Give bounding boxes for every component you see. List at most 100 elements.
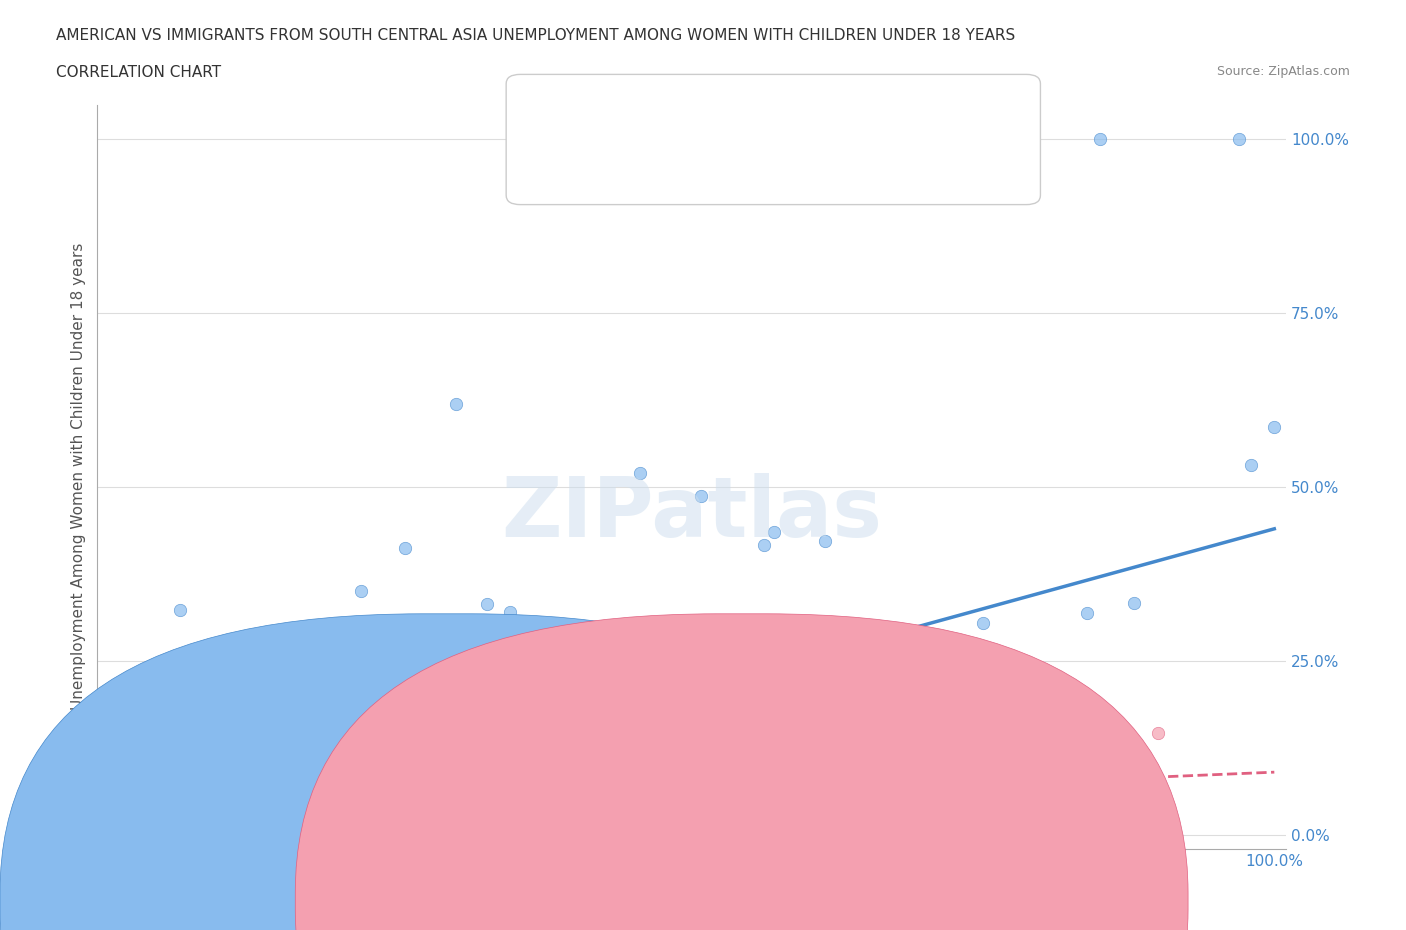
Point xyxy=(332,766,354,781)
Point xyxy=(709,686,731,701)
Point xyxy=(402,804,425,818)
Point xyxy=(621,634,644,649)
Point xyxy=(243,828,266,843)
Text: AMERICAN VS IMMIGRANTS FROM SOUTH CENTRAL ASIA UNEMPLOYMENT AMONG WOMEN WITH CHI: AMERICAN VS IMMIGRANTS FROM SOUTH CENTRA… xyxy=(56,28,1015,43)
Point xyxy=(540,768,562,783)
Point xyxy=(160,789,183,804)
Point xyxy=(427,720,450,735)
Point xyxy=(475,799,498,814)
Point xyxy=(283,828,305,843)
Point xyxy=(454,741,477,756)
Point xyxy=(349,823,371,838)
Text: ZIPatlas: ZIPatlas xyxy=(501,473,882,554)
Point xyxy=(865,648,887,663)
Point xyxy=(529,662,551,677)
Point xyxy=(152,828,174,843)
Point xyxy=(391,828,413,843)
Point xyxy=(350,583,373,598)
Point xyxy=(699,817,721,832)
Point xyxy=(200,828,222,843)
Point xyxy=(1263,419,1285,434)
Point xyxy=(252,828,274,843)
Point xyxy=(295,637,318,652)
Point xyxy=(302,790,325,805)
Point xyxy=(404,828,426,843)
Point xyxy=(364,766,387,781)
Point xyxy=(325,774,347,789)
Point xyxy=(429,826,451,841)
Point xyxy=(551,750,574,764)
Point xyxy=(308,724,330,739)
Point xyxy=(190,767,212,782)
Point xyxy=(343,828,366,843)
Point xyxy=(277,828,299,843)
Point xyxy=(129,703,152,718)
Point xyxy=(173,792,195,807)
Point xyxy=(207,767,229,782)
Point xyxy=(537,817,560,832)
Point xyxy=(1088,764,1111,778)
Point xyxy=(184,793,207,808)
Point xyxy=(211,726,233,741)
Point xyxy=(628,724,651,739)
Point xyxy=(179,828,201,843)
Point xyxy=(496,828,519,843)
Point xyxy=(191,799,214,814)
Point xyxy=(225,737,247,751)
Point xyxy=(669,659,692,674)
Point xyxy=(371,826,394,841)
Point xyxy=(513,822,536,837)
Point xyxy=(413,764,436,778)
Point xyxy=(508,828,530,843)
Point xyxy=(152,773,174,788)
Point xyxy=(658,787,681,802)
Point xyxy=(271,828,294,843)
Point xyxy=(560,803,582,817)
Point xyxy=(486,795,509,810)
Y-axis label: Unemployment Among Women with Children Under 18 years: Unemployment Among Women with Children U… xyxy=(72,243,86,711)
Point xyxy=(754,538,776,552)
Point xyxy=(298,820,321,835)
Point xyxy=(294,828,316,843)
Point xyxy=(155,828,177,843)
Point xyxy=(409,828,432,843)
Point xyxy=(814,533,837,548)
Point xyxy=(523,828,546,843)
Point xyxy=(344,808,367,823)
Legend: R = 0.576   N = 124, R = 0.227   N = 126: R = 0.576 N = 124, R = 0.227 N = 126 xyxy=(617,99,837,156)
Point xyxy=(439,770,461,785)
Point xyxy=(388,769,411,784)
Point xyxy=(156,828,179,843)
Point xyxy=(159,813,181,828)
Point xyxy=(429,741,451,756)
Point xyxy=(219,790,242,805)
Point xyxy=(226,828,249,843)
Point xyxy=(342,684,364,698)
Point xyxy=(337,828,360,843)
Point xyxy=(1123,596,1146,611)
Point xyxy=(200,828,222,843)
Point xyxy=(114,751,136,766)
Point xyxy=(524,769,547,784)
Point xyxy=(160,822,183,837)
Point xyxy=(276,820,298,835)
Point xyxy=(225,823,247,838)
Point xyxy=(886,654,908,669)
Point xyxy=(522,729,544,744)
Point xyxy=(319,691,342,706)
Point xyxy=(464,828,486,843)
Point xyxy=(464,737,486,751)
Point xyxy=(392,828,415,843)
Point xyxy=(190,735,212,750)
Point xyxy=(491,788,513,803)
Point xyxy=(446,828,468,843)
Point xyxy=(475,597,498,612)
Point xyxy=(176,828,198,843)
Point xyxy=(560,828,582,843)
Text: Immigrants from South Central Asia: Immigrants from South Central Asia xyxy=(706,890,981,905)
Point xyxy=(259,765,281,780)
Point xyxy=(135,795,157,810)
Point xyxy=(146,828,169,843)
Point xyxy=(489,828,512,843)
Point xyxy=(309,828,332,843)
